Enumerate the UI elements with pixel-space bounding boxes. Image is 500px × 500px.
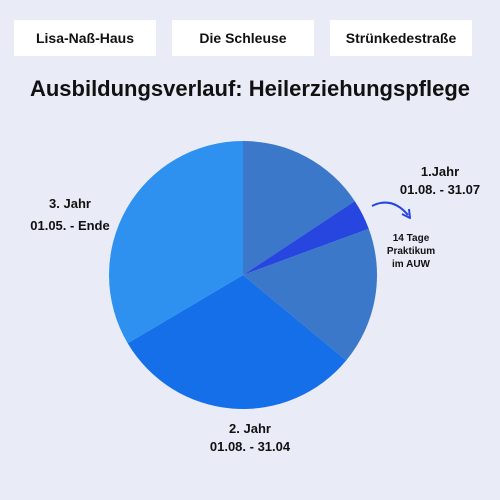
internship-annotation-line1: 14 Tage — [392, 233, 430, 244]
tab-die-schleuse[interactable]: Die Schleuse — [172, 20, 314, 56]
internship-annotation: 14 Tage Praktikum im AUW — [376, 232, 446, 271]
tab-struenkedestrasse[interactable]: Strünkedestraße — [330, 20, 472, 56]
slice-label-year-1: 1.Jahr 01.08. - 31.07 — [380, 163, 500, 199]
slice-label-year-3-period: 01.05. - Ende — [30, 218, 110, 233]
annotation-arrow — [371, 201, 409, 216]
pie-slice-2 — [243, 228, 377, 361]
pie-slice-4 — [109, 141, 243, 344]
slice-label-year-2: 2. Jahr 01.08. - 31.04 — [180, 420, 320, 456]
slice-label-year-2-title: 2. Jahr — [229, 421, 271, 436]
internship-annotation-line2: Praktikum — [386, 246, 436, 257]
location-tabs: Lisa-Naß-Haus Die Schleuse Strünkedestra… — [14, 20, 486, 56]
pie-slice-3 — [127, 275, 347, 410]
pie-slice-0 — [243, 141, 355, 275]
slice-label-year-3-title: 3. Jahr — [49, 196, 91, 211]
internship-annotation-line3: im AUW — [392, 259, 430, 270]
chart-title: Ausbildungsverlauf: Heilerziehungspflege — [29, 76, 471, 101]
pie-slice-1 — [243, 201, 369, 275]
slice-label-year-2-period: 01.08. - 31.04 — [209, 439, 291, 454]
tab-lisa-nass-haus[interactable]: Lisa-Naß-Haus — [14, 20, 156, 56]
slice-label-year-3: 3. Jahr 01.05. - Ende — [8, 193, 132, 237]
annotation-arrowhead — [401, 208, 411, 219]
slice-label-year-1-title: 1.Jahr — [420, 164, 460, 179]
slice-label-year-1-period: 01.08. - 31.07 — [399, 182, 481, 197]
